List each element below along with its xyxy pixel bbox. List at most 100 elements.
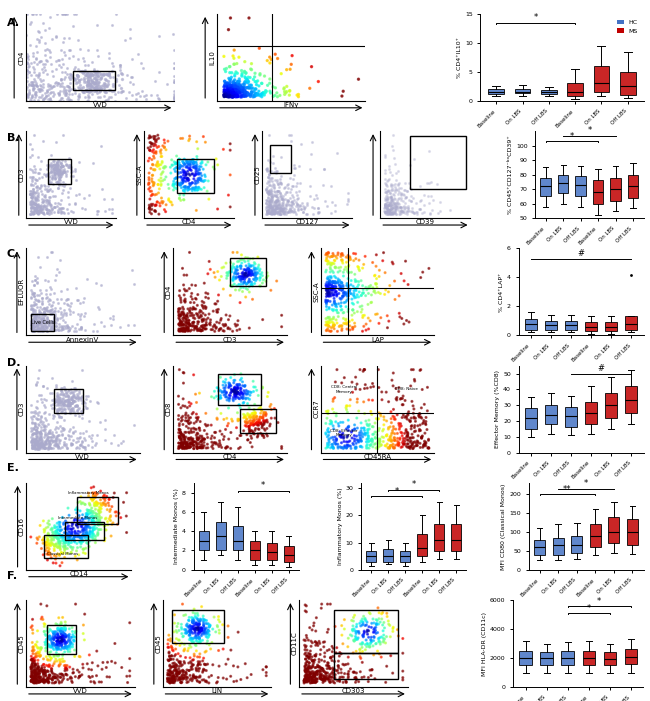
Point xyxy=(409,154,419,165)
Point xyxy=(296,138,307,149)
Point xyxy=(197,156,207,167)
Point xyxy=(55,672,66,683)
Point xyxy=(83,390,93,402)
Point xyxy=(57,203,67,214)
Point xyxy=(57,406,67,417)
Point xyxy=(38,322,49,333)
Point xyxy=(224,90,235,102)
Point xyxy=(38,439,49,450)
Point xyxy=(230,390,240,402)
Point xyxy=(250,88,261,99)
Point xyxy=(385,442,395,454)
Point xyxy=(64,44,75,55)
Point xyxy=(332,433,342,444)
Point xyxy=(81,520,92,531)
Point xyxy=(84,82,94,93)
Point xyxy=(34,304,44,315)
Point xyxy=(268,203,278,215)
Point xyxy=(206,419,216,430)
Point xyxy=(400,191,411,203)
Point xyxy=(75,533,86,544)
Point xyxy=(432,178,443,189)
Point xyxy=(51,163,61,174)
Point xyxy=(67,439,77,450)
Point xyxy=(51,557,61,569)
Point xyxy=(427,204,437,215)
Point xyxy=(287,197,297,208)
Point xyxy=(57,425,68,436)
Point xyxy=(240,269,250,280)
Point xyxy=(328,666,338,677)
Point xyxy=(224,86,234,97)
Point xyxy=(244,427,255,438)
Point xyxy=(78,68,88,79)
Point xyxy=(384,163,395,175)
Point xyxy=(380,200,390,211)
Point xyxy=(231,386,242,397)
Point xyxy=(337,659,348,670)
Point xyxy=(253,88,263,100)
Point xyxy=(30,177,40,189)
Point xyxy=(59,638,70,649)
Point xyxy=(144,144,155,156)
Point xyxy=(285,64,295,75)
Y-axis label: % CD4⁺IL10⁺: % CD4⁺IL10⁺ xyxy=(458,37,462,78)
Point xyxy=(46,625,56,636)
Point xyxy=(390,193,400,205)
Point xyxy=(385,200,395,212)
Point xyxy=(65,423,75,435)
Point xyxy=(266,172,277,183)
Point xyxy=(196,442,207,454)
Point xyxy=(60,158,71,170)
Point xyxy=(334,283,345,294)
Point xyxy=(350,610,360,621)
Point xyxy=(350,321,360,332)
Point xyxy=(58,180,69,191)
Point xyxy=(174,672,185,683)
Point xyxy=(337,285,347,296)
Point xyxy=(148,164,159,175)
Point xyxy=(29,322,39,333)
Point xyxy=(32,190,43,201)
Point xyxy=(31,639,41,651)
Point xyxy=(342,318,352,329)
Point xyxy=(346,279,356,290)
Point xyxy=(99,498,109,509)
Point xyxy=(408,437,419,448)
Point xyxy=(225,393,235,404)
Point xyxy=(42,163,53,175)
Point xyxy=(265,187,276,198)
Point xyxy=(324,662,334,674)
Point xyxy=(64,430,74,442)
Point xyxy=(343,261,354,272)
Point xyxy=(363,288,374,299)
Point xyxy=(46,305,56,316)
Point xyxy=(321,673,332,684)
Point xyxy=(34,325,45,336)
Point xyxy=(408,400,419,411)
Point xyxy=(147,146,157,157)
Point xyxy=(237,91,247,102)
Point xyxy=(47,631,58,642)
Point xyxy=(324,271,335,283)
Point xyxy=(37,397,47,408)
Point xyxy=(238,278,248,290)
Point xyxy=(83,86,94,97)
Point xyxy=(39,199,49,210)
Point xyxy=(177,676,187,688)
Point xyxy=(28,208,38,219)
Point xyxy=(175,189,185,200)
Point xyxy=(264,201,274,212)
Point xyxy=(55,626,66,637)
Point xyxy=(330,276,341,287)
Point xyxy=(409,411,419,423)
Point xyxy=(25,531,36,543)
Point xyxy=(45,87,55,98)
Point xyxy=(381,194,391,205)
Point xyxy=(48,172,58,183)
Point xyxy=(408,364,419,375)
Point xyxy=(192,619,203,630)
Point xyxy=(337,442,347,453)
Point xyxy=(183,676,194,688)
Point xyxy=(41,170,51,182)
